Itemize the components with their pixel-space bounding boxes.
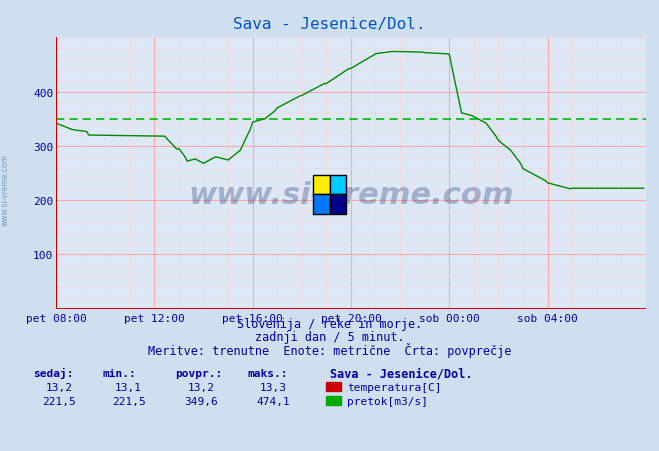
Text: povpr.:: povpr.: bbox=[175, 368, 222, 378]
Text: www.si-vreme.com: www.si-vreme.com bbox=[1, 153, 10, 226]
Text: 13,2: 13,2 bbox=[46, 382, 72, 392]
Text: maks.:: maks.: bbox=[247, 368, 287, 378]
Text: temperatura[C]: temperatura[C] bbox=[347, 382, 442, 392]
Text: Meritve: trenutne  Enote: metrične  Črta: povprečje: Meritve: trenutne Enote: metrične Črta: … bbox=[148, 342, 511, 357]
Text: 13,1: 13,1 bbox=[115, 382, 142, 392]
Text: pretok[m3/s]: pretok[m3/s] bbox=[347, 396, 428, 405]
Text: 221,5: 221,5 bbox=[111, 396, 146, 405]
Text: 474,1: 474,1 bbox=[256, 396, 291, 405]
Text: Sava - Jesenice/Dol.: Sava - Jesenice/Dol. bbox=[330, 367, 472, 380]
Text: www.si-vreme.com: www.si-vreme.com bbox=[188, 181, 514, 210]
Text: min.:: min.: bbox=[102, 368, 136, 378]
Text: 221,5: 221,5 bbox=[42, 396, 76, 405]
Text: 13,2: 13,2 bbox=[188, 382, 214, 392]
Text: 13,3: 13,3 bbox=[260, 382, 287, 392]
Text: zadnji dan / 5 minut.: zadnji dan / 5 minut. bbox=[254, 331, 405, 344]
Text: Sava - Jesenice/Dol.: Sava - Jesenice/Dol. bbox=[233, 17, 426, 32]
Text: 349,6: 349,6 bbox=[184, 396, 218, 405]
Text: sedaj:: sedaj: bbox=[33, 368, 73, 378]
Text: Slovenija / reke in morje.: Slovenija / reke in morje. bbox=[237, 317, 422, 330]
